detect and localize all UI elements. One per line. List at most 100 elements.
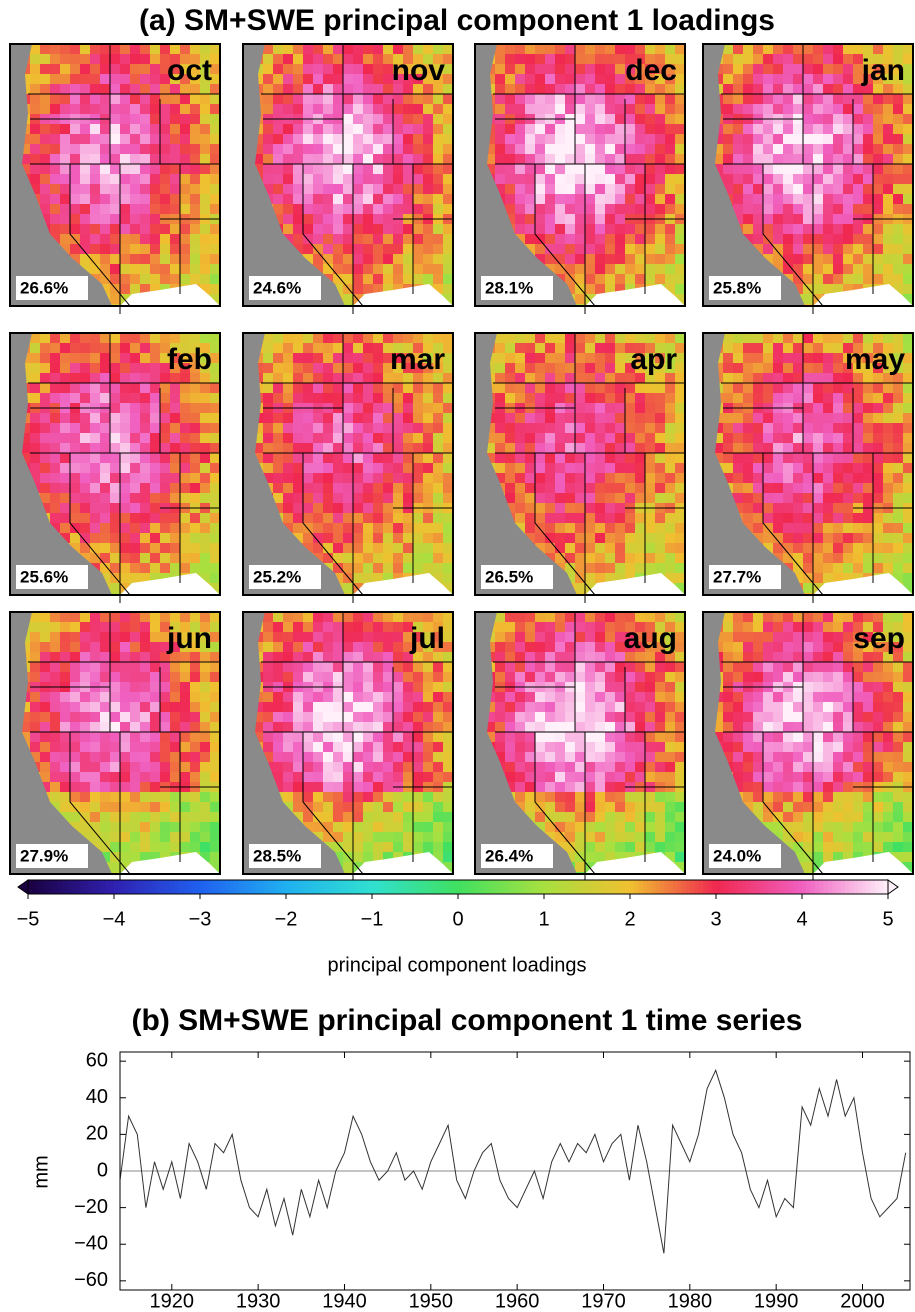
map-cell [545,473,555,483]
map-cell [60,433,70,443]
map-cell [813,244,823,254]
map-cell [110,204,120,214]
map-cell [883,244,893,254]
map-cell [873,423,883,433]
map-cell [170,174,180,184]
map-cell [675,473,685,483]
map-cell [793,383,803,393]
map-cell [555,463,565,473]
map-cell [200,533,210,543]
map-cell [70,54,80,64]
map-cell [100,533,110,543]
map-cell [743,523,753,533]
map-cell [383,363,393,373]
map-cell [160,164,170,174]
map-cell [743,44,753,54]
map-cell [263,463,273,473]
map-cell [403,513,413,523]
map-cell [595,333,605,343]
map-cell [793,443,803,453]
map-cell [813,563,823,573]
map-cell [110,124,120,134]
map-cell [70,672,80,682]
map-cell [423,443,433,453]
map-cell [90,772,100,782]
map-cell [893,543,903,553]
map-cell [120,652,130,662]
map-cell [353,214,363,224]
map-cell [823,94,833,104]
map-cell [655,413,665,423]
map-cell [585,473,595,483]
map-cell [853,453,863,463]
map-cell [903,533,913,543]
map-cell [120,244,130,254]
map-cell [293,104,303,114]
map-cell [733,54,743,64]
map-cell [283,393,293,403]
map-cell [615,423,625,433]
map-cell [873,264,883,274]
map-cell [535,44,545,54]
map-cell [413,204,423,214]
map-cell [605,144,615,154]
map-cell [263,343,273,353]
map-cell [783,443,793,453]
map-cell [50,333,60,343]
map-cell [160,363,170,373]
map-cell [853,44,863,54]
map-cell [773,44,783,54]
map-cell [893,493,903,503]
map-cell [343,393,353,403]
map-cell [373,134,383,144]
map-cell [80,194,90,204]
map-cell [783,204,793,214]
map-cell [873,473,883,483]
map-cell [140,353,150,363]
map-cell [80,702,90,712]
map-cell [140,174,150,184]
map-cell [853,573,863,583]
map-cell [373,64,383,74]
map-cell [353,433,363,443]
map-cell [793,74,803,84]
map-cell [100,752,110,762]
map-cell [605,333,615,343]
map-cell [373,403,383,413]
map-cell [190,174,200,184]
map-cell [535,513,545,523]
map-cell [170,184,180,194]
map-cell [30,353,40,363]
map-cell [723,44,733,54]
map-cell [413,44,423,54]
map-cell [293,483,303,493]
map-cell [210,423,220,433]
map-cell [150,144,160,154]
map-cell [393,114,403,124]
map-cell [393,353,403,363]
map-cell [823,184,833,194]
map-cell [443,433,453,443]
map-cell [333,473,343,483]
map-cell [605,184,615,194]
map-cell [110,662,120,672]
map-cell [100,274,110,284]
map-cell [535,483,545,493]
map-cell [120,792,130,802]
map-cell [190,563,200,573]
map-cell [120,114,130,124]
map-cell [200,254,210,264]
map-cell [110,373,120,383]
map-cell [100,423,110,433]
map-cell [605,523,615,533]
map-cell [893,124,903,134]
map-cell [443,583,453,593]
map-cell [353,274,363,284]
map-cell [200,353,210,363]
panel-frame [9,332,221,596]
map-cell [615,573,625,583]
map-cell [170,224,180,234]
map-cell [393,443,403,453]
map-cell [140,493,150,503]
map-cell [675,234,685,244]
